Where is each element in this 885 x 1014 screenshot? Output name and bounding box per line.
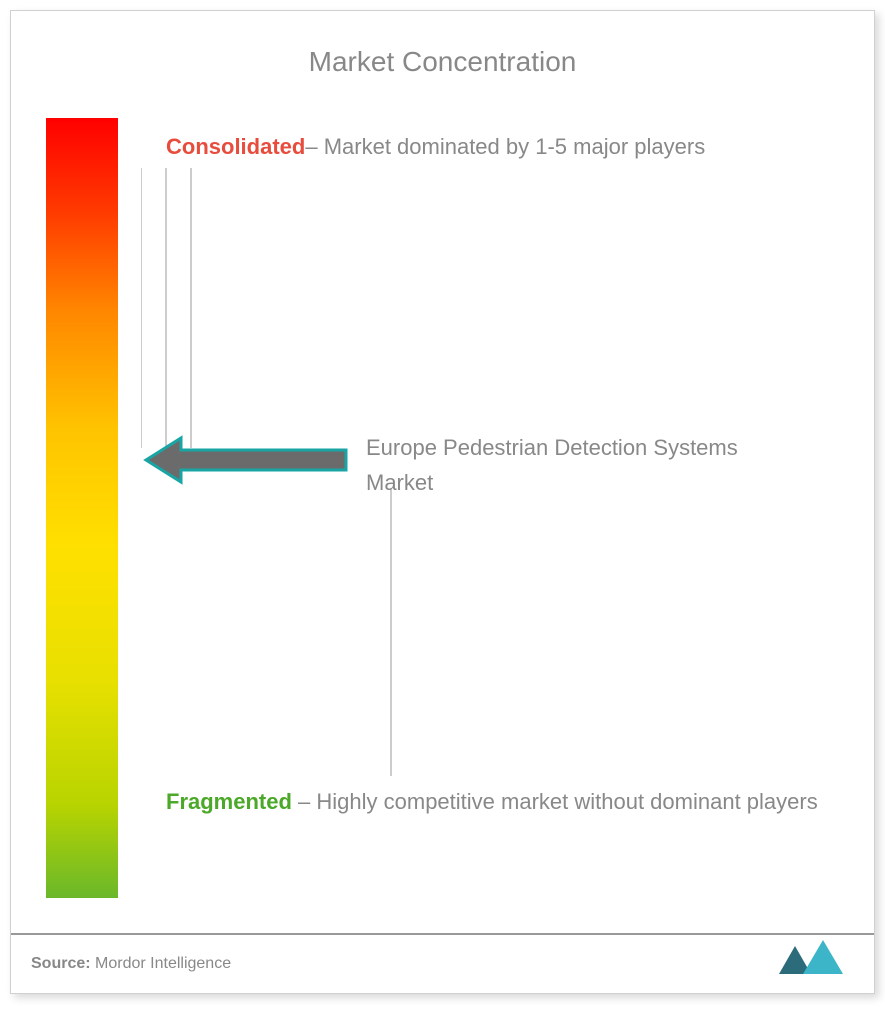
consolidated-label: Consolidated– Market dominated by 1-5 ma… xyxy=(166,123,816,171)
footer: Source: Mordor Intelligence xyxy=(11,933,874,993)
content-area: Consolidated– Market dominated by 1-5 ma… xyxy=(11,98,874,898)
fragmented-highlight: Fragmented xyxy=(166,789,292,814)
indicator-arrow xyxy=(141,433,351,488)
market-name-label: Europe Pedestrian Detection Systems Mark… xyxy=(366,430,766,500)
source-text: Source: Mordor Intelligence xyxy=(31,955,231,973)
source-value: Mordor Intelligence xyxy=(91,955,232,972)
consolidated-text: – Market dominated by 1-5 major players xyxy=(305,134,705,159)
source-label: Source: xyxy=(31,955,91,972)
mordor-logo-icon xyxy=(777,938,849,981)
main-title: Market Concentration xyxy=(11,11,874,98)
concentration-gradient-bar xyxy=(46,118,118,898)
fragmented-label: Fragmented – Highly competitive market w… xyxy=(166,778,846,826)
consolidated-highlight: Consolidated xyxy=(166,134,305,159)
fragmented-text: – Highly competitive market without domi… xyxy=(292,789,818,814)
infographic-container: Market Concentration xyxy=(10,10,875,994)
